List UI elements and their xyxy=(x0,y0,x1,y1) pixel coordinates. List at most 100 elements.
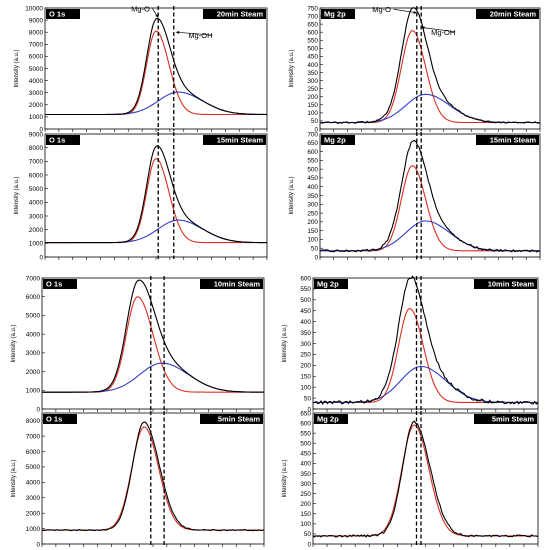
y-tick-label: 5000 xyxy=(29,186,44,193)
element-tag xyxy=(314,414,348,424)
y-tick-label: 10000 xyxy=(25,5,43,12)
annotation-label: Mg-O xyxy=(131,4,150,13)
y-tick-label: 6000 xyxy=(29,172,44,179)
chart-panel: 0 1000 2000 3000 4000 5000 6000 7000 8000 Intensi… xyxy=(11,411,265,548)
element-tag xyxy=(46,9,80,19)
annotation-label: Mg-OH xyxy=(188,31,212,40)
y-tick-label: 0 xyxy=(307,541,311,548)
y-tick-label: 550 xyxy=(300,286,311,293)
y-tick-label: 400 xyxy=(300,319,311,326)
y-tick-label: 50 xyxy=(304,395,312,402)
y-tick-label: 1000 xyxy=(26,526,41,533)
chart-panel: 0 1000 2000 3000 4000 5000 6000 7000 8000 9000 100… xyxy=(14,4,268,133)
y-tick-label: 3000 xyxy=(26,350,41,357)
chart-panel: 0501001502002503003504004505005506006507… xyxy=(289,5,541,133)
annotation-arrow xyxy=(421,27,456,33)
element-tag xyxy=(43,279,77,289)
y-tick-label: 0 xyxy=(36,541,40,548)
y-tick-label: 5000 xyxy=(26,464,41,471)
series-line xyxy=(45,17,267,116)
condition-tag xyxy=(200,414,263,424)
y-tick-label: 0 xyxy=(39,126,43,133)
y-tick-label: 1000 xyxy=(29,241,44,248)
y-axis-label: Intensity (a.u.) xyxy=(289,176,295,214)
plot-frame xyxy=(44,133,268,258)
y-tick-label: 2000 xyxy=(26,369,41,376)
y-tick-label: 450 xyxy=(307,54,318,61)
series-line xyxy=(41,421,265,532)
plot-frame xyxy=(44,7,268,130)
condition-tag xyxy=(476,135,539,145)
y-tick-label: 0 xyxy=(314,254,318,261)
y-tick-label: 600 xyxy=(307,30,318,37)
condition-label: 10min Steam xyxy=(214,280,261,289)
y-tick-label: 450 xyxy=(300,451,311,458)
annotation-label: Mg-OH xyxy=(431,28,455,37)
y-tick-label: 550 xyxy=(307,38,318,45)
series-line xyxy=(42,279,264,393)
annotation-label: Mg-O xyxy=(372,5,391,14)
y-tick-label: 300 xyxy=(307,78,318,85)
y-tick-label: 350 xyxy=(307,193,318,200)
y-tick-label: 550 xyxy=(307,158,318,165)
series-line xyxy=(319,139,541,253)
y-tick-label: 700 xyxy=(307,13,318,20)
y-axis-label: Intensity (a.u.) xyxy=(11,324,17,362)
y-tick-label: 500 xyxy=(307,166,318,173)
condition-tag xyxy=(474,414,537,424)
y-axis-label: Intensity (a.u.) xyxy=(11,459,17,497)
y-tick-label: 9000 xyxy=(29,131,44,138)
chart-panel: 0 1000 2000 3000 4000 5000 6000 7000 Intensity (… xyxy=(11,275,265,413)
element-label: O 1s xyxy=(46,415,62,424)
condition-label: 20min Steam xyxy=(217,10,264,19)
y-tick-label: 7000 xyxy=(26,275,41,282)
y-tick-label: 0 xyxy=(39,254,43,261)
y-tick-label: 7000 xyxy=(29,42,44,49)
annotation-arrowhead xyxy=(175,30,180,34)
element-label: O 1s xyxy=(49,10,65,19)
y-tick-label: 400 xyxy=(307,62,318,69)
element-tag xyxy=(321,9,355,19)
y-tick-label: 2000 xyxy=(29,102,44,109)
y-tick-label: 200 xyxy=(300,501,311,508)
annotation-arrow xyxy=(393,8,417,14)
y-tick-label: 650 xyxy=(300,410,311,417)
y-tick-label: 650 xyxy=(307,140,318,147)
y-tick-label: 600 xyxy=(300,420,311,427)
series-line xyxy=(45,145,267,244)
y-tick-label: 250 xyxy=(307,86,318,93)
series-line xyxy=(320,7,541,124)
y-tick-label: 600 xyxy=(300,275,311,282)
plot-frame xyxy=(41,277,265,410)
element-tag xyxy=(321,135,355,145)
y-tick-label: 0 xyxy=(36,406,40,413)
y-tick-label: 8000 xyxy=(29,145,44,152)
plot-frame xyxy=(319,7,541,130)
condition-tag xyxy=(203,9,266,19)
y-tick-label: 8000 xyxy=(26,418,41,425)
element-label: Mg 2p xyxy=(324,136,346,145)
y-tick-label: 0 xyxy=(314,126,318,133)
y-tick-label: 1000 xyxy=(29,114,44,121)
element-tag xyxy=(46,135,80,145)
y-tick-label: 2000 xyxy=(29,227,44,234)
y-tick-label: 300 xyxy=(300,481,311,488)
chart-panel: 0 50 100 150 200 250 300 350 400 450 500 550 600 Inte… xyxy=(282,275,539,413)
y-tick-label: 600 xyxy=(307,149,318,156)
plot-frame xyxy=(41,412,265,545)
y-tick-label: 200 xyxy=(307,94,318,101)
y-tick-label: 700 xyxy=(307,131,318,138)
annotation-arrowhead xyxy=(421,26,425,30)
y-tick-label: 4000 xyxy=(26,331,41,338)
chart-panel: 0501001502002503003504004505005506006507… xyxy=(289,131,541,261)
y-tick-label: 2000 xyxy=(26,510,41,517)
element-label: O 1s xyxy=(49,136,65,145)
y-tick-label: 4000 xyxy=(29,78,44,85)
element-label: Mg 2p xyxy=(324,10,346,19)
y-tick-label: 7000 xyxy=(26,433,41,440)
plot-frame xyxy=(312,277,539,410)
y-tick-label: 8000 xyxy=(29,30,44,37)
y-tick-label: 6000 xyxy=(26,449,41,456)
y-tick-label: 450 xyxy=(307,175,318,182)
